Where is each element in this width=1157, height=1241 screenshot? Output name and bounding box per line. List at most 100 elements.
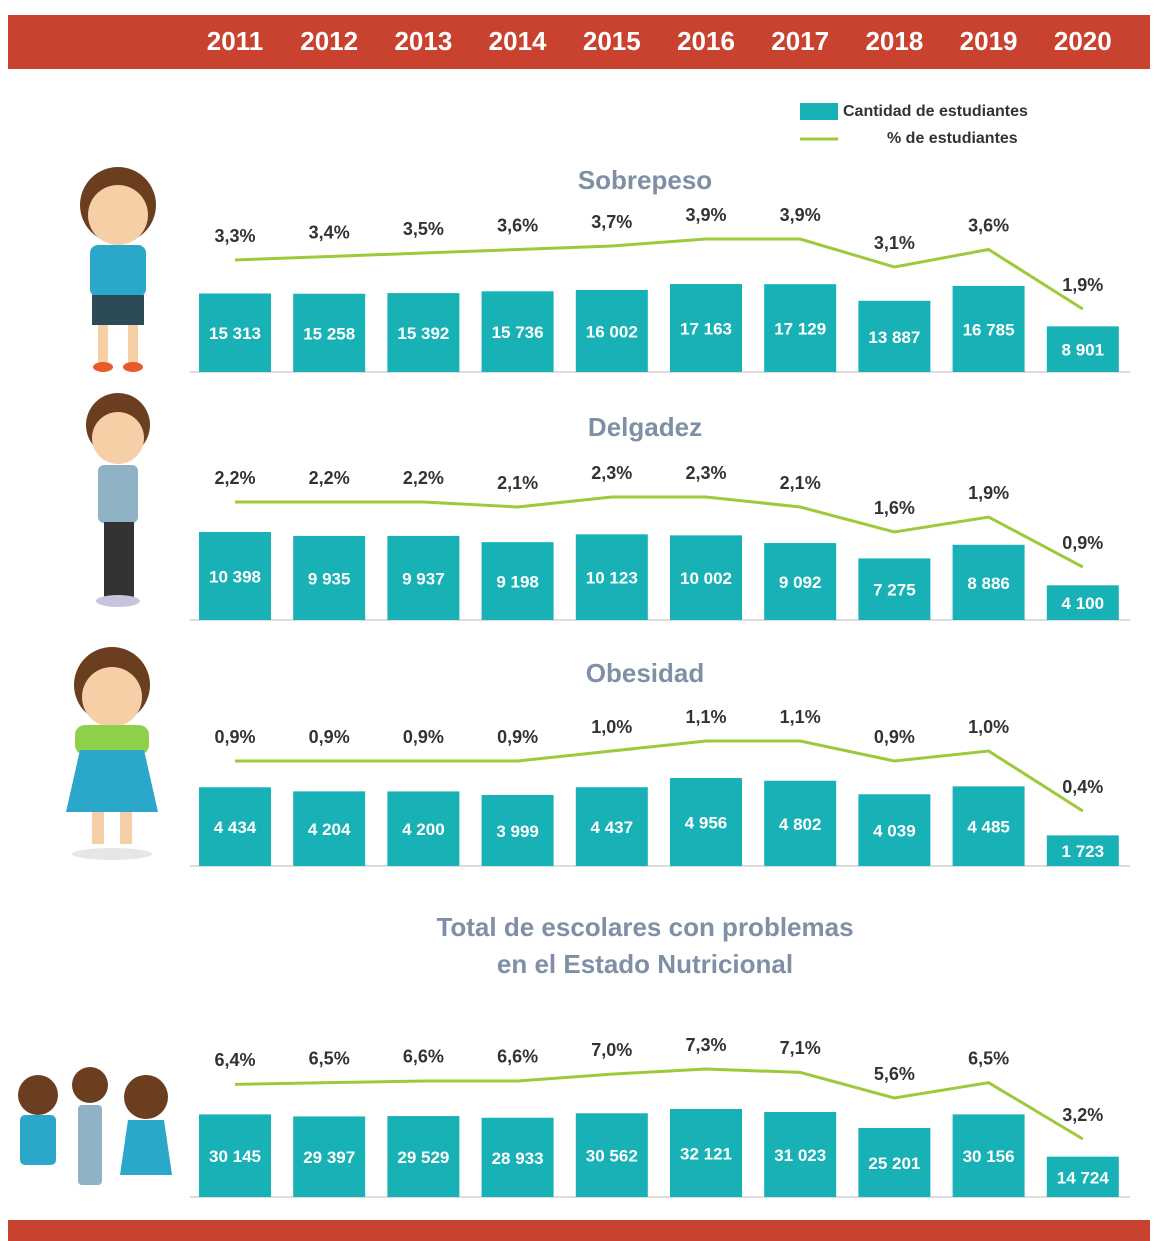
bar (858, 1127, 931, 1197)
year-label: 2017 (771, 26, 829, 56)
girl-overall-figure (66, 647, 158, 860)
bar (952, 544, 1025, 620)
year-label: 2019 (960, 26, 1018, 56)
year-label: 2018 (865, 26, 923, 56)
legend-label: Cantidad de estudiantes (843, 103, 1028, 120)
bar (1046, 326, 1119, 372)
bar (481, 542, 554, 620)
line-value-label: 6,5% (309, 1048, 350, 1068)
bar (764, 543, 837, 620)
bar-value-label: 9 198 (496, 573, 539, 592)
bar-value-label: 10 002 (680, 569, 732, 588)
year-label: 2015 (583, 26, 641, 56)
line-value-label: 7,0% (591, 1040, 632, 1060)
bar (481, 291, 554, 372)
bar (952, 1114, 1025, 1197)
line-value-label: 3,1% (874, 233, 915, 253)
bar (199, 293, 271, 372)
bar (764, 1112, 837, 1197)
line-value-label: 2,2% (403, 468, 444, 488)
bar-value-label: 4 437 (591, 818, 634, 837)
bar-value-label: 16 785 (963, 320, 1015, 339)
line-value-label: 7,3% (685, 1035, 726, 1055)
bar-value-label: 30 562 (586, 1147, 638, 1166)
bar (481, 1117, 554, 1197)
bar-value-label: 4 204 (308, 820, 351, 839)
bar-value-label: 3 999 (496, 822, 539, 841)
line-value-label: 2,1% (497, 473, 538, 493)
line-value-label: 3,6% (968, 215, 1009, 235)
bar-value-label: 14 724 (1057, 1168, 1110, 1187)
legend-swatch (800, 103, 838, 120)
bar-value-label: 9 937 (402, 569, 445, 588)
line-value-label: 3,9% (780, 205, 821, 225)
bar-value-label: 4 802 (779, 815, 822, 834)
line-value-label: 0,9% (309, 727, 350, 747)
line-value-label: 6,6% (497, 1047, 538, 1067)
bar (199, 1114, 271, 1197)
bar-value-label: 8 901 (1062, 341, 1105, 360)
footer-band (8, 1220, 1150, 1241)
bar-value-label: 13 887 (868, 328, 920, 347)
bar-value-label: 15 736 (492, 323, 544, 342)
bar-value-label: 8 886 (967, 574, 1010, 593)
bar-value-label: 17 163 (680, 319, 732, 338)
line-value-label: 2,3% (591, 463, 632, 483)
bar-value-label: 15 313 (209, 324, 261, 343)
year-label: 2016 (677, 26, 735, 56)
bar-value-label: 30 156 (963, 1147, 1015, 1166)
bar (199, 532, 271, 620)
line-value-label: 1,9% (1062, 275, 1103, 295)
line (235, 739, 1084, 813)
line-value-label: 0,9% (1062, 533, 1103, 553)
line-value-label: 2,2% (309, 468, 350, 488)
line-value-label: 0,9% (214, 727, 255, 747)
line-value-label: 2,2% (214, 468, 255, 488)
bar (858, 794, 931, 866)
bar (387, 791, 460, 866)
line-value-label: 3,3% (214, 226, 255, 246)
bar-value-label: 31 023 (774, 1146, 826, 1165)
bar-value-label: 32 121 (680, 1144, 732, 1163)
bar (575, 534, 648, 620)
chart-title: Delgadez (588, 412, 702, 442)
line-value-label: 1,6% (874, 498, 915, 518)
bar-value-label: 30 145 (209, 1147, 261, 1166)
line-value-label: 1,0% (591, 717, 632, 737)
bar (293, 535, 366, 620)
bar (293, 791, 366, 866)
bar (575, 289, 648, 372)
year-label: 2014 (489, 26, 547, 56)
chart-title: Total de escolares con problemas (436, 912, 853, 942)
bar (858, 558, 931, 620)
year-label: 2012 (300, 26, 358, 56)
bar-value-label: 10 398 (209, 567, 261, 586)
bar-value-label: 7 275 (873, 581, 916, 600)
line-value-label: 1,9% (968, 483, 1009, 503)
girl-figure (80, 167, 156, 372)
bar (293, 1116, 366, 1197)
bar-value-label: 4 434 (214, 818, 257, 837)
chart-title: Sobrepeso (578, 165, 712, 195)
bar-value-label: 4 485 (967, 818, 1010, 837)
bar-value-label: 1 723 (1062, 842, 1105, 861)
bar (1046, 1156, 1119, 1197)
bar (952, 786, 1025, 866)
bar (1046, 585, 1119, 620)
bar-value-label: 9 092 (779, 573, 822, 592)
bar (575, 787, 648, 866)
line-value-label: 7,1% (780, 1038, 821, 1058)
line-value-label: 6,4% (214, 1050, 255, 1070)
bar-value-label: 9 935 (308, 569, 351, 588)
line-value-label: 5,6% (874, 1064, 915, 1084)
line-value-label: 2,1% (780, 473, 821, 493)
line-value-label: 0,9% (874, 727, 915, 747)
line (234, 1067, 1084, 1141)
bar-value-label: 4 100 (1062, 594, 1105, 613)
bar-value-label: 25 201 (868, 1154, 920, 1173)
line-value-label: 1,0% (968, 717, 1009, 737)
line-value-label: 6,6% (403, 1047, 444, 1067)
line-value-label: 3,2% (1062, 1105, 1103, 1125)
legend-label: % de estudiantes (887, 130, 1018, 147)
